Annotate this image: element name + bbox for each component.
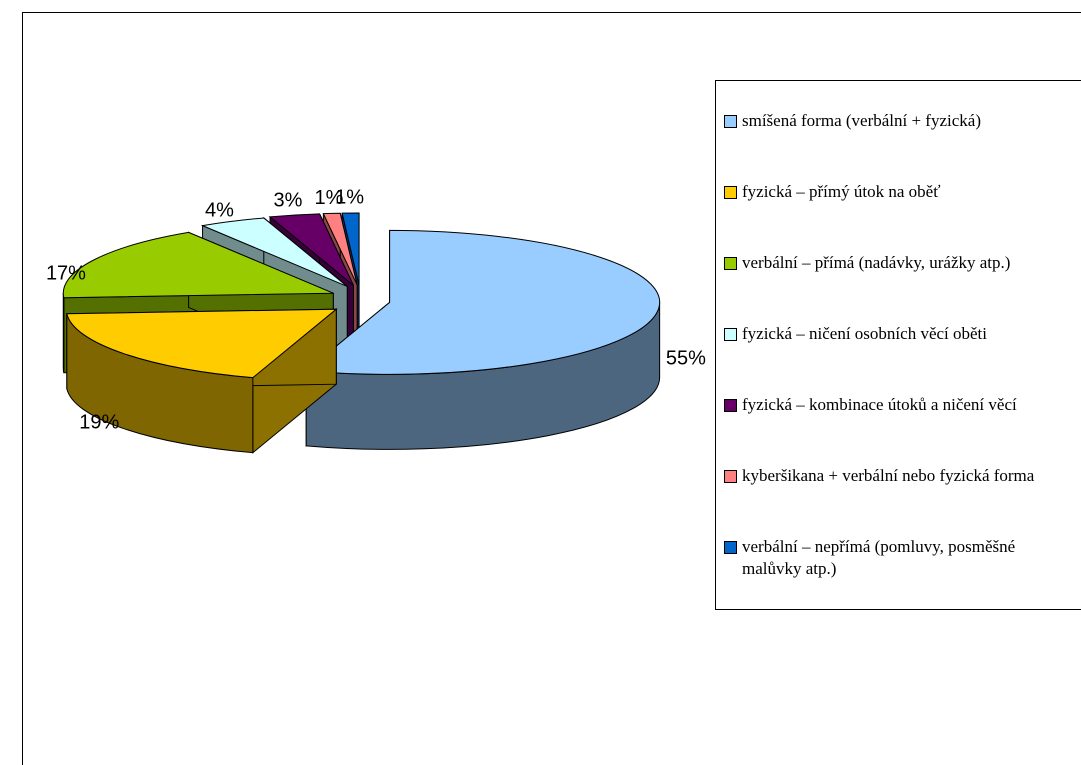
slice: [200, 217, 348, 287]
legend-entry: verbální – přímá (nadávky, urážky atp.): [724, 252, 1075, 274]
legend-label: verbální – nepřímá (pomluvy, posměšné ma…: [742, 537, 1016, 579]
slice: [341, 212, 360, 286]
data-label: 55%: [666, 348, 706, 370]
chart-frame: [22, 12, 1081, 765]
legend-swatch: [724, 114, 737, 128]
legend-swatch: [724, 327, 737, 341]
legend-entry: fyzická – ničení osobních věcí oběti: [724, 323, 1075, 345]
legend-label: kyberšikana + verbální nebo fyzická form…: [742, 466, 1035, 486]
legend: smíšená forma (verbální + fyzická) fyzick…: [715, 80, 1081, 610]
legend-entry: fyzická – přímý útok na oběť: [724, 181, 1075, 203]
legend-entry: smíšená forma (verbální + fyzická): [724, 110, 1075, 132]
data-label: 3%: [274, 190, 303, 212]
legend-entry: kyberšikana + verbální nebo fyzická form…: [724, 465, 1075, 487]
chart: 55% 19% 17% 4% 3% 1%1%: [46, 186, 706, 454]
slice: [66, 308, 338, 379]
legend-swatch: [724, 470, 737, 484]
data-label: 17%: [46, 262, 86, 284]
legend-label: verbální – přímá (nadávky, urážky atp.): [742, 252, 1011, 272]
legend-label: fyzická – kombinace útoků a ničení věcí: [742, 395, 1017, 415]
legend-swatch: [724, 541, 737, 555]
legend-entry: fyzická – kombinace útoků a ničení věcí: [724, 394, 1075, 416]
legend-swatch: [724, 185, 737, 199]
data-label: 19%: [79, 411, 119, 433]
data-label: 1%: [314, 187, 343, 209]
data-label: 4%: [205, 200, 234, 222]
legend-swatch: [724, 256, 737, 270]
data-label: 1%: [335, 186, 364, 208]
legend-swatch: [724, 399, 737, 413]
legend-entry: verbální – nepřímá (pomluvy, posměšné ma…: [724, 536, 1075, 580]
slice: [62, 231, 334, 299]
legend-label: smíšená forma (verbální + fyzická): [742, 110, 981, 130]
slice: [268, 213, 354, 286]
slice: [322, 212, 358, 286]
legend-label: fyzická – ničení osobních věcí oběti: [742, 323, 987, 343]
slice: [304, 229, 661, 375]
legend-label: fyzická – přímý útok na oběť: [742, 181, 941, 201]
slice-wall: [62, 293, 65, 373]
